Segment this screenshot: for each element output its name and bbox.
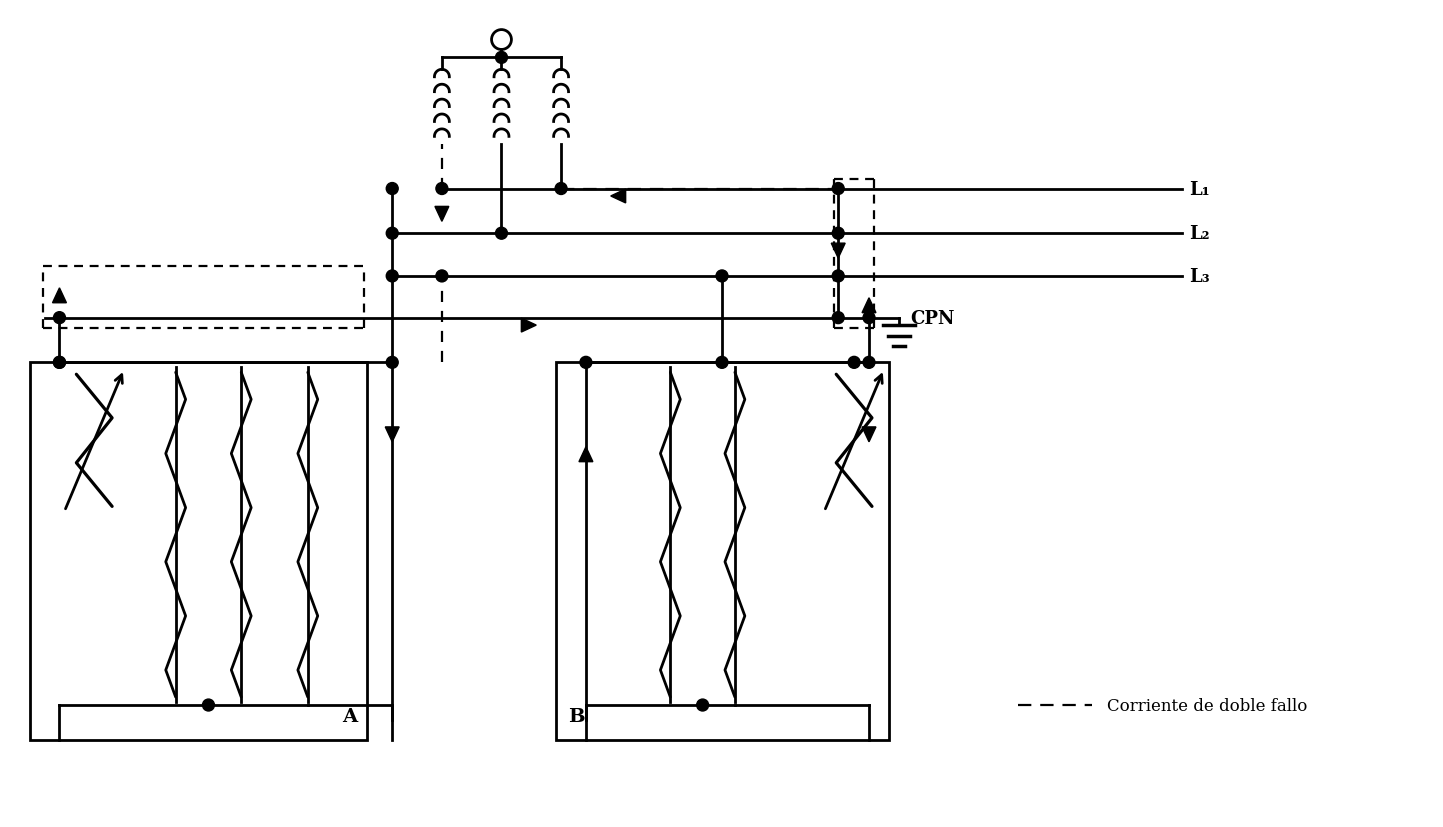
Text: Corriente de doble fallo: Corriente de doble fallo [1107,696,1307,714]
Circle shape [387,184,398,195]
Circle shape [495,52,508,65]
Circle shape [387,357,398,369]
Circle shape [436,270,447,283]
Circle shape [697,699,709,711]
Polygon shape [52,289,66,304]
Polygon shape [579,447,593,462]
Bar [30,363,368,740]
Circle shape [436,184,447,195]
Circle shape [833,228,844,240]
Circle shape [556,184,567,195]
Circle shape [387,270,398,283]
Polygon shape [831,244,846,259]
Polygon shape [434,207,449,222]
Polygon shape [610,189,626,203]
Circle shape [833,270,844,283]
Bar [556,363,889,740]
Circle shape [580,357,592,369]
Circle shape [716,357,727,369]
Text: CPN: CPN [911,309,955,327]
Circle shape [202,699,215,711]
Text: L₁: L₁ [1189,180,1209,198]
Circle shape [53,357,65,369]
Circle shape [716,270,727,283]
Circle shape [53,357,65,369]
Text: B: B [569,707,584,725]
Circle shape [53,313,65,324]
Circle shape [833,313,844,324]
Text: L₃: L₃ [1189,268,1209,285]
Circle shape [863,357,874,369]
Polygon shape [385,428,400,442]
Circle shape [495,228,508,240]
Text: A: A [342,707,358,725]
Polygon shape [861,299,876,313]
Circle shape [833,184,844,195]
Circle shape [387,228,398,240]
Text: L₂: L₂ [1189,225,1209,243]
Polygon shape [521,318,537,332]
Circle shape [848,357,860,369]
Circle shape [863,313,874,324]
Polygon shape [861,428,876,442]
